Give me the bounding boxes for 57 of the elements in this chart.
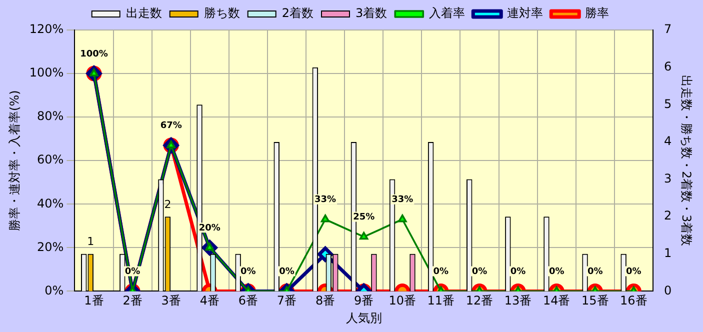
- x-tick-label: 10番: [388, 294, 416, 308]
- y2-tick-label: 5: [664, 96, 672, 111]
- data-label: 0%: [240, 267, 256, 278]
- data-label: 0%: [433, 267, 449, 278]
- legend-label: 勝ち数: [204, 6, 240, 20]
- y-tick-label: 120%: [29, 22, 64, 36]
- data-label: 0%: [548, 267, 564, 278]
- x-tick-label: 2番: [122, 294, 142, 308]
- y-tick-label: 40%: [37, 196, 64, 210]
- y-tick-label: 20%: [37, 240, 64, 254]
- x-tick-label: 3番: [161, 294, 181, 308]
- y2-tick-label: 2: [664, 208, 672, 223]
- y-tick-label: 100%: [29, 66, 64, 80]
- data-label: 2: [164, 198, 172, 211]
- data-label: 20%: [198, 224, 220, 234]
- data-label: 33%: [314, 195, 336, 206]
- data-label: 1: [87, 235, 94, 248]
- x-tick-label: 12番: [466, 294, 494, 308]
- y-tick-label: 80%: [37, 109, 64, 124]
- x-tick-label: 6番: [238, 294, 258, 308]
- x-tick-label: 4番: [200, 294, 220, 308]
- x-tick-label: 16番: [620, 294, 648, 308]
- y2-tick-label: 3: [664, 171, 672, 186]
- x-tick-label: 9番: [354, 294, 374, 308]
- x-tick-label: 15番: [582, 294, 609, 308]
- x-tick-label: 13番: [504, 294, 532, 308]
- legend-label: 2着数: [282, 6, 314, 20]
- y2-tick-label: 4: [664, 134, 672, 148]
- legend-label: 連対率: [507, 6, 544, 20]
- y-axis-title: 勝率・連対率・入着率(%): [7, 90, 22, 231]
- y2-tick-label: 0: [664, 283, 672, 298]
- y2-tick-label: 1: [664, 246, 672, 260]
- legend-label: 勝率: [585, 6, 610, 20]
- data-label: 33%: [392, 195, 414, 206]
- data-label: 25%: [353, 212, 375, 223]
- data-label: 100%: [80, 49, 108, 60]
- data-label: 0%: [588, 267, 603, 278]
- data-label: 67%: [160, 121, 182, 132]
- data-label: 0%: [472, 267, 488, 278]
- x-tick-label: 11番: [427, 294, 455, 308]
- data-label: 0%: [626, 267, 642, 278]
- y2-axis-title: 出走数・勝ち数・2着数・3着数: [680, 74, 694, 246]
- x-axis-title: 人気別: [346, 310, 382, 325]
- x-tick-label: 8番: [315, 294, 336, 308]
- x-tick-label: 14番: [542, 294, 570, 308]
- data-label: 0%: [510, 267, 526, 278]
- data-label: 0%: [124, 267, 140, 278]
- y-tick-label: 60%: [37, 152, 64, 167]
- legend-label: 出走数: [126, 6, 162, 20]
- legend-label: 入着率: [429, 6, 466, 20]
- data-label: 0%: [279, 267, 294, 278]
- legend-label: 3着数: [356, 6, 388, 20]
- y-tick-label: 0%: [44, 283, 64, 298]
- x-tick-label: 1番: [84, 294, 104, 308]
- y2-tick-label: 6: [664, 59, 672, 74]
- y2-tick-label: 7: [664, 22, 672, 36]
- x-tick-label: 7番: [276, 294, 297, 308]
